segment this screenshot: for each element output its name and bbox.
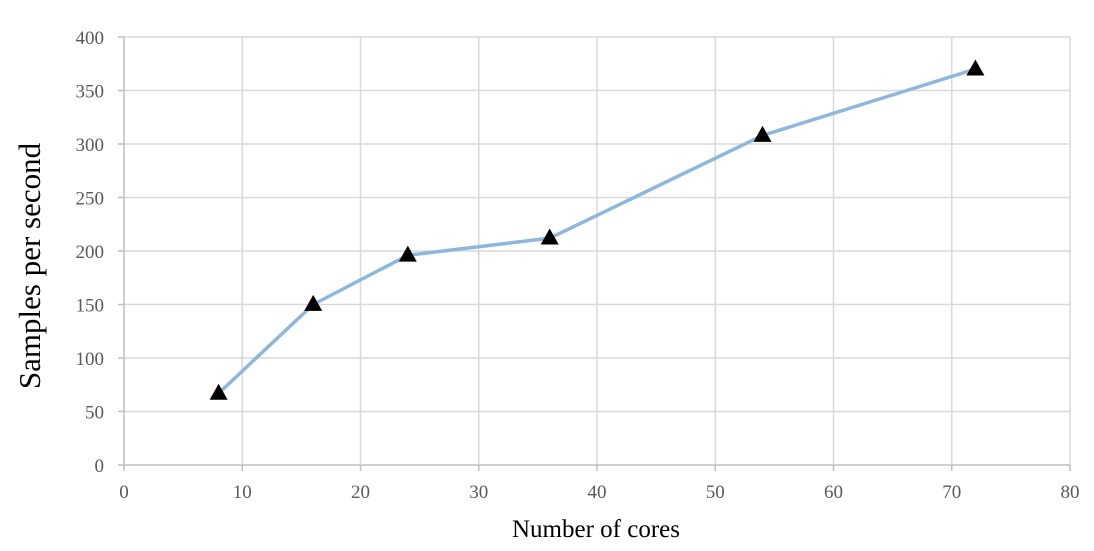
data-point-marker <box>304 294 323 311</box>
x-tick-label: 30 <box>469 482 488 503</box>
grid-lines <box>124 36 1071 465</box>
y-axis-title: Samples per second <box>12 142 47 389</box>
y-tick-label: 100 <box>76 349 105 370</box>
y-tick-label: 400 <box>76 28 105 49</box>
y-tick-label: 300 <box>76 135 105 156</box>
x-tick-label: 60 <box>824 482 843 503</box>
x-tick-label: 40 <box>588 482 607 503</box>
tick-labels: 0 10 20 30 40 50 60 70 80 0 50 100 150 200 250 300 350 40… <box>76 28 1080 503</box>
x-axis-title: Number of cores <box>512 516 680 543</box>
series-line <box>217 67 976 395</box>
x-tick-label: 0 <box>119 482 129 503</box>
series-layer <box>209 59 985 400</box>
data-point-marker <box>540 228 559 245</box>
y-tick-label: 150 <box>76 296 105 317</box>
y-tick-label: 0 <box>95 456 105 477</box>
x-tick-label: 20 <box>351 482 370 503</box>
x-tick-label: 50 <box>706 482 725 503</box>
x-tick-label: 70 <box>942 482 961 503</box>
data-point-marker <box>753 125 772 142</box>
y-tick-label: 50 <box>85 403 104 424</box>
x-tick-label: 80 <box>1061 482 1080 503</box>
x-tick-label: 10 <box>233 482 252 503</box>
y-tick-label: 350 <box>76 82 105 103</box>
data-point-marker <box>209 383 228 400</box>
axes <box>118 36 1071 471</box>
y-tick-label: 200 <box>76 242 105 263</box>
data-point-marker <box>398 245 417 262</box>
y-tick-label: 250 <box>76 189 105 210</box>
data-point-marker <box>966 59 985 76</box>
